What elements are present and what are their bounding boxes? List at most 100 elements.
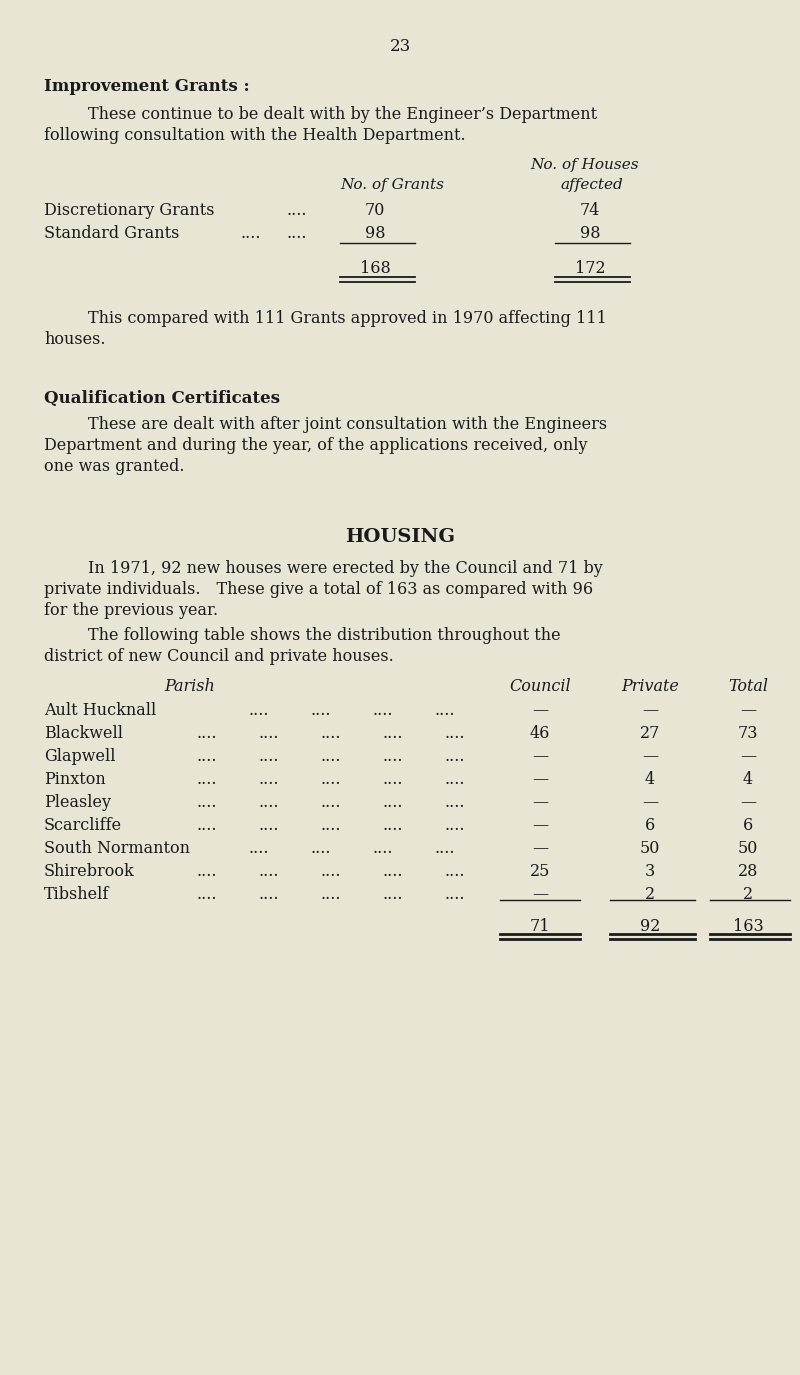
- Text: ....: ....: [248, 840, 269, 857]
- Text: houses.: houses.: [44, 331, 106, 348]
- Text: No. of Houses: No. of Houses: [530, 158, 638, 172]
- Text: affected: affected: [560, 177, 622, 192]
- Text: Council: Council: [509, 678, 571, 694]
- Text: 168: 168: [360, 260, 390, 276]
- Text: These are dealt with after joint consultation with the Engineers: These are dealt with after joint consult…: [88, 417, 607, 433]
- Text: ....: ....: [286, 226, 306, 242]
- Text: ....: ....: [196, 886, 217, 903]
- Text: 4: 4: [743, 771, 753, 788]
- Text: 6: 6: [743, 817, 753, 835]
- Text: 28: 28: [738, 864, 758, 880]
- Text: ....: ....: [382, 748, 402, 764]
- Text: Discretionary Grants: Discretionary Grants: [44, 202, 214, 219]
- Text: —: —: [532, 840, 548, 857]
- Text: ....: ....: [258, 864, 278, 880]
- Text: —: —: [532, 817, 548, 835]
- Text: 73: 73: [738, 725, 758, 742]
- Text: 172: 172: [574, 260, 606, 276]
- Text: 50: 50: [738, 840, 758, 857]
- Text: 70: 70: [365, 202, 385, 219]
- Text: 71: 71: [530, 918, 550, 935]
- Text: —: —: [642, 703, 658, 719]
- Text: This compared with 111 Grants approved in 1970 affecting 111: This compared with 111 Grants approved i…: [88, 309, 606, 327]
- Text: 46: 46: [530, 725, 550, 742]
- Text: ....: ....: [196, 771, 217, 788]
- Text: 2: 2: [645, 886, 655, 903]
- Text: following consultation with the Health Department.: following consultation with the Health D…: [44, 126, 466, 144]
- Text: for the previous year.: for the previous year.: [44, 602, 218, 619]
- Text: HOUSING: HOUSING: [345, 528, 455, 546]
- Text: Department and during the year, of the applications received, only: Department and during the year, of the a…: [44, 437, 587, 454]
- Text: Blackwell: Blackwell: [44, 725, 123, 742]
- Text: —: —: [642, 793, 658, 811]
- Text: ....: ....: [310, 840, 330, 857]
- Text: 6: 6: [645, 817, 655, 835]
- Text: Total: Total: [728, 678, 768, 694]
- Text: ....: ....: [382, 817, 402, 835]
- Text: district of new Council and private houses.: district of new Council and private hous…: [44, 648, 394, 666]
- Text: ....: ....: [320, 793, 341, 811]
- Text: 25: 25: [530, 864, 550, 880]
- Text: ....: ....: [240, 226, 261, 242]
- Text: 98: 98: [580, 226, 600, 242]
- Text: Tibshelf: Tibshelf: [44, 886, 110, 903]
- Text: —: —: [532, 748, 548, 764]
- Text: ....: ....: [444, 793, 465, 811]
- Text: ....: ....: [320, 725, 341, 742]
- Text: 98: 98: [365, 226, 386, 242]
- Text: ....: ....: [248, 703, 269, 719]
- Text: The following table shows the distribution throughout the: The following table shows the distributi…: [88, 627, 561, 644]
- Text: Standard Grants: Standard Grants: [44, 226, 179, 242]
- Text: 92: 92: [640, 918, 660, 935]
- Text: 23: 23: [390, 38, 410, 55]
- Text: ....: ....: [444, 886, 465, 903]
- Text: ....: ....: [320, 886, 341, 903]
- Text: Ault Hucknall: Ault Hucknall: [44, 703, 156, 719]
- Text: Private: Private: [621, 678, 679, 694]
- Text: ....: ....: [258, 748, 278, 764]
- Text: In 1971, 92 new houses were erected by the Council and 71 by: In 1971, 92 new houses were erected by t…: [88, 560, 602, 578]
- Text: 2: 2: [743, 886, 753, 903]
- Text: ....: ....: [444, 864, 465, 880]
- Text: —: —: [532, 793, 548, 811]
- Text: Qualification Certificates: Qualification Certificates: [44, 390, 280, 407]
- Text: ....: ....: [258, 771, 278, 788]
- Text: ....: ....: [320, 771, 341, 788]
- Text: 4: 4: [645, 771, 655, 788]
- Text: ....: ....: [444, 748, 465, 764]
- Text: ....: ....: [382, 793, 402, 811]
- Text: ....: ....: [434, 703, 454, 719]
- Text: ....: ....: [196, 748, 217, 764]
- Text: ....: ....: [320, 748, 341, 764]
- Text: —: —: [740, 703, 756, 719]
- Text: ....: ....: [372, 703, 393, 719]
- Text: Shirebrook: Shirebrook: [44, 864, 134, 880]
- Text: —: —: [532, 703, 548, 719]
- Text: —: —: [642, 748, 658, 764]
- Text: 50: 50: [640, 840, 660, 857]
- Text: ....: ....: [286, 202, 306, 219]
- Text: 3: 3: [645, 864, 655, 880]
- Text: ....: ....: [258, 725, 278, 742]
- Text: ....: ....: [372, 840, 393, 857]
- Text: —: —: [532, 771, 548, 788]
- Text: ....: ....: [382, 864, 402, 880]
- Text: ....: ....: [444, 771, 465, 788]
- Text: ....: ....: [258, 793, 278, 811]
- Text: ....: ....: [258, 886, 278, 903]
- Text: 27: 27: [640, 725, 660, 742]
- Text: These continue to be dealt with by the Engineer’s Department: These continue to be dealt with by the E…: [88, 106, 597, 122]
- Text: one was granted.: one was granted.: [44, 458, 185, 474]
- Text: ....: ....: [196, 817, 217, 835]
- Text: private individuals.  These give a total of 163 as compared with 96: private individuals. These give a total …: [44, 582, 593, 598]
- Text: ....: ....: [382, 886, 402, 903]
- Text: —: —: [740, 793, 756, 811]
- Text: ....: ....: [320, 817, 341, 835]
- Text: Improvement Grants :: Improvement Grants :: [44, 78, 250, 95]
- Text: ....: ....: [196, 793, 217, 811]
- Text: ....: ....: [320, 864, 341, 880]
- Text: —: —: [532, 886, 548, 903]
- Text: Scarcliffe: Scarcliffe: [44, 817, 122, 835]
- Text: ....: ....: [258, 817, 278, 835]
- Text: ....: ....: [310, 703, 330, 719]
